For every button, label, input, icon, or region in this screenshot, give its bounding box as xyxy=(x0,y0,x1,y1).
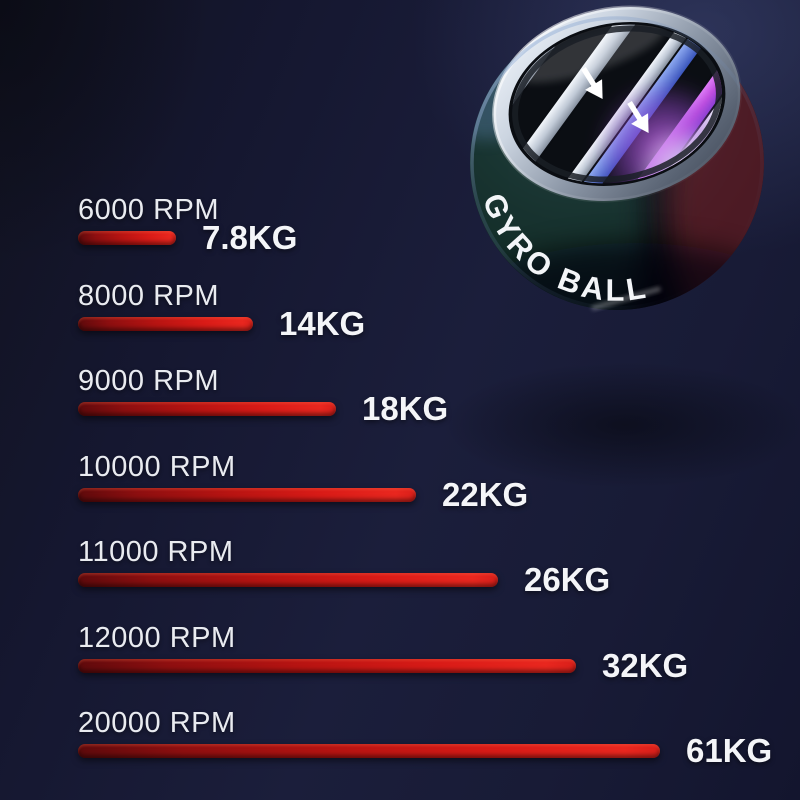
rotation-arrow-icon xyxy=(627,100,649,133)
chart-row: 9000 RPM 18KG xyxy=(78,365,772,426)
chart-row: 11000 RPM 26KG xyxy=(78,536,772,597)
resistance-bar xyxy=(78,744,660,758)
chart-row: 10000 RPM 22KG xyxy=(78,450,772,511)
kg-label: 22KG xyxy=(442,475,529,513)
resistance-bar xyxy=(78,658,576,673)
kg-label: 18KG xyxy=(362,390,449,427)
gyro-ball-image: GYRO BALL xyxy=(470,5,764,311)
kg-label: 61KG xyxy=(686,732,773,769)
rpm-label: 12000 RPM xyxy=(78,621,236,654)
resistance-bar xyxy=(78,316,253,331)
kg-label: 26KG xyxy=(524,561,611,598)
rotation-arrow-icon xyxy=(581,66,603,99)
kg-label: 32KG xyxy=(602,646,689,684)
kg-label: 7.8KG xyxy=(202,219,298,256)
fine-print-blur xyxy=(591,286,661,311)
rpm-resistance-chart: 6000 RPM 7.8KG 8000 RPM 14KG 9000 RPM 18… xyxy=(78,196,772,795)
chart-row: 6000 RPM 7.8KG xyxy=(78,194,772,255)
resistance-bar xyxy=(78,573,498,587)
rpm-label: 10000 RPM xyxy=(78,450,236,483)
rpm-label: 9000 RPM xyxy=(78,365,220,397)
rpm-label: 11000 RPM xyxy=(78,536,234,568)
resistance-bar xyxy=(78,231,176,245)
chart-row: 20000 RPM 61KG xyxy=(78,707,772,768)
rpm-label: 20000 RPM xyxy=(78,707,236,739)
rpm-label: 8000 RPM xyxy=(78,279,220,312)
kg-label: 14KG xyxy=(279,304,366,342)
chart-row: 12000 RPM 32KG xyxy=(78,621,772,682)
resistance-bar xyxy=(78,402,336,416)
resistance-bar xyxy=(78,487,416,502)
chart-row: 8000 RPM 14KG xyxy=(78,279,772,340)
rpm-label: 6000 RPM xyxy=(78,194,220,226)
